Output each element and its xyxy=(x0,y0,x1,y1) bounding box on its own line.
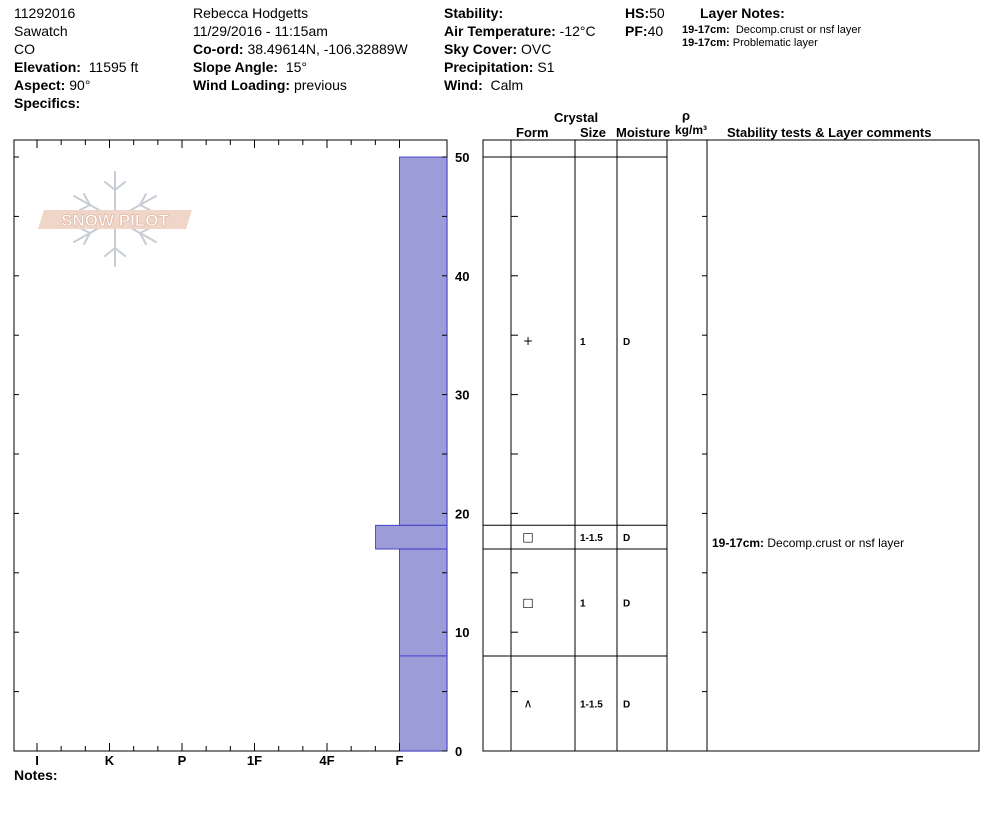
logo-text: SNOW PILOT xyxy=(61,211,169,230)
stability-comments-header: Stability tests & Layer comments xyxy=(727,125,932,140)
density-unit: kg/m³ xyxy=(675,123,708,137)
crystal-size: 1 xyxy=(580,599,586,610)
layer-note-2: 19-17cm: Problematic layer xyxy=(682,37,818,50)
moisture-value: D xyxy=(623,533,630,544)
moisture-value: D xyxy=(623,599,630,610)
hardness-bar xyxy=(399,156,448,526)
wind-loading-value: previous xyxy=(293,77,347,93)
sky-value: OVC xyxy=(521,41,552,57)
precip-value: S1 xyxy=(537,59,555,75)
size-header: Size xyxy=(580,125,607,140)
x-tick-label: P xyxy=(178,753,187,768)
stability-label: Stability: xyxy=(444,5,504,21)
air-temperature: Air Temperature: -12°C xyxy=(444,22,596,40)
wind-value: Calm xyxy=(490,77,524,93)
y-tick-label: 20 xyxy=(455,506,469,521)
range-name: Sawatch xyxy=(14,23,68,39)
layer-note-text: Decomp.crust or nsf layer xyxy=(735,24,862,36)
sky-label: Sky Cover: xyxy=(444,41,518,57)
y-tick-label: 10 xyxy=(455,625,469,640)
elevation-label: Elevation: xyxy=(14,59,81,75)
precip-label: Precipitation: xyxy=(444,59,534,75)
layer-note-depth: 19-17cm: xyxy=(682,37,730,49)
y-tick-label: 0 xyxy=(455,744,462,759)
layer-notes-label: Layer Notes: xyxy=(700,5,785,21)
coordinates: Co-ord: 38.49614N, -106.32889W xyxy=(193,40,408,58)
crystal-form-symbol: □ xyxy=(522,530,533,544)
slope-angle: Slope Angle: 15° xyxy=(193,58,307,76)
elevation: Elevation: 11595 ft xyxy=(14,58,138,76)
y-tick-label: 50 xyxy=(455,150,469,165)
layer-note-1: 19-17cm: Decomp.crust or nsf layer xyxy=(682,24,861,37)
sky-cover: Sky Cover: OVC xyxy=(444,40,551,58)
crystal-size: 1-1.5 xyxy=(580,533,603,544)
coord-value: 38.49614N, -106.32889W xyxy=(247,41,408,57)
pf-value: 40 xyxy=(647,23,664,39)
wind-label: Wind: xyxy=(444,77,483,93)
elevation-value: 11595 ft xyxy=(88,59,139,75)
crystal-size: 1-1.5 xyxy=(580,699,603,710)
hardness-bar xyxy=(375,524,448,550)
pf-label: PF: xyxy=(625,23,648,39)
crystal-form-symbol: ∧ xyxy=(524,696,533,710)
crystal-form-symbol: + xyxy=(523,334,533,348)
observation-datetime: 11/29/2016 - 11:15am xyxy=(193,23,328,39)
crystal-size: 1 xyxy=(580,337,586,348)
x-tick-label: F xyxy=(396,753,404,768)
layer-note-depth: 19-17cm: xyxy=(682,24,730,36)
observer-name: Rebecca Hodgetts xyxy=(193,5,309,21)
coord-label: Co-ord: xyxy=(193,41,244,57)
moisture-value: D xyxy=(623,699,630,710)
y-tick-label: 40 xyxy=(455,269,469,284)
notes-label: Notes: xyxy=(14,767,58,783)
crystal-header: Crystal xyxy=(554,110,599,125)
density-symbol: ρ xyxy=(682,108,691,123)
hardness-plot-frame xyxy=(13,139,448,752)
layer-comment-depth: 19-17cm: xyxy=(712,536,767,550)
x-tick-label: I xyxy=(35,753,39,768)
wind-loading-label: Wind Loading: xyxy=(193,77,291,93)
air-temp-value: -12°C xyxy=(559,23,596,39)
hardness-bar xyxy=(399,655,448,752)
profile-id: 11292016 xyxy=(14,5,76,21)
crystal-form-symbol: □ xyxy=(522,596,533,610)
specifics-label: Specifics: xyxy=(14,95,81,111)
x-tick-label: 4F xyxy=(319,753,334,768)
snowpilot-logo: SNOW PILOT xyxy=(38,171,192,267)
slope-label: Slope Angle: xyxy=(193,59,279,75)
layer-comment: 19-17cm: Decomp.crust or nsf layer xyxy=(712,536,904,550)
layer-table-frame xyxy=(482,139,980,752)
y-tick-label: 30 xyxy=(455,388,469,403)
moisture-value: D xyxy=(623,337,630,348)
x-tick-label: K xyxy=(105,753,115,768)
layer-comment-text: Decomp.crust or nsf layer xyxy=(767,536,904,550)
moisture-header: Moisture xyxy=(616,125,671,140)
aspect: Aspect: 90° xyxy=(14,76,90,94)
slope-value: 15° xyxy=(285,59,307,75)
hs-value: 50 xyxy=(649,5,665,21)
hs-label: HS: xyxy=(625,5,650,21)
precipitation: Precipitation: S1 xyxy=(444,58,554,76)
x-tick-label: 1F xyxy=(247,753,262,768)
aspect-value: 90° xyxy=(69,77,91,93)
snow-height: HS:50 xyxy=(625,4,665,22)
hardness-bar xyxy=(399,548,448,657)
air-temp-label: Air Temperature: xyxy=(444,23,556,39)
penetration-foot: PF:40 xyxy=(625,22,663,40)
aspect-label: Aspect: xyxy=(14,77,66,93)
wind: Wind: Calm xyxy=(444,76,523,94)
layer-note-text: Problematic layer xyxy=(732,37,818,49)
state-name: CO xyxy=(14,41,35,57)
wind-loading: Wind Loading: previous xyxy=(193,76,347,94)
form-header: Form xyxy=(516,125,549,140)
